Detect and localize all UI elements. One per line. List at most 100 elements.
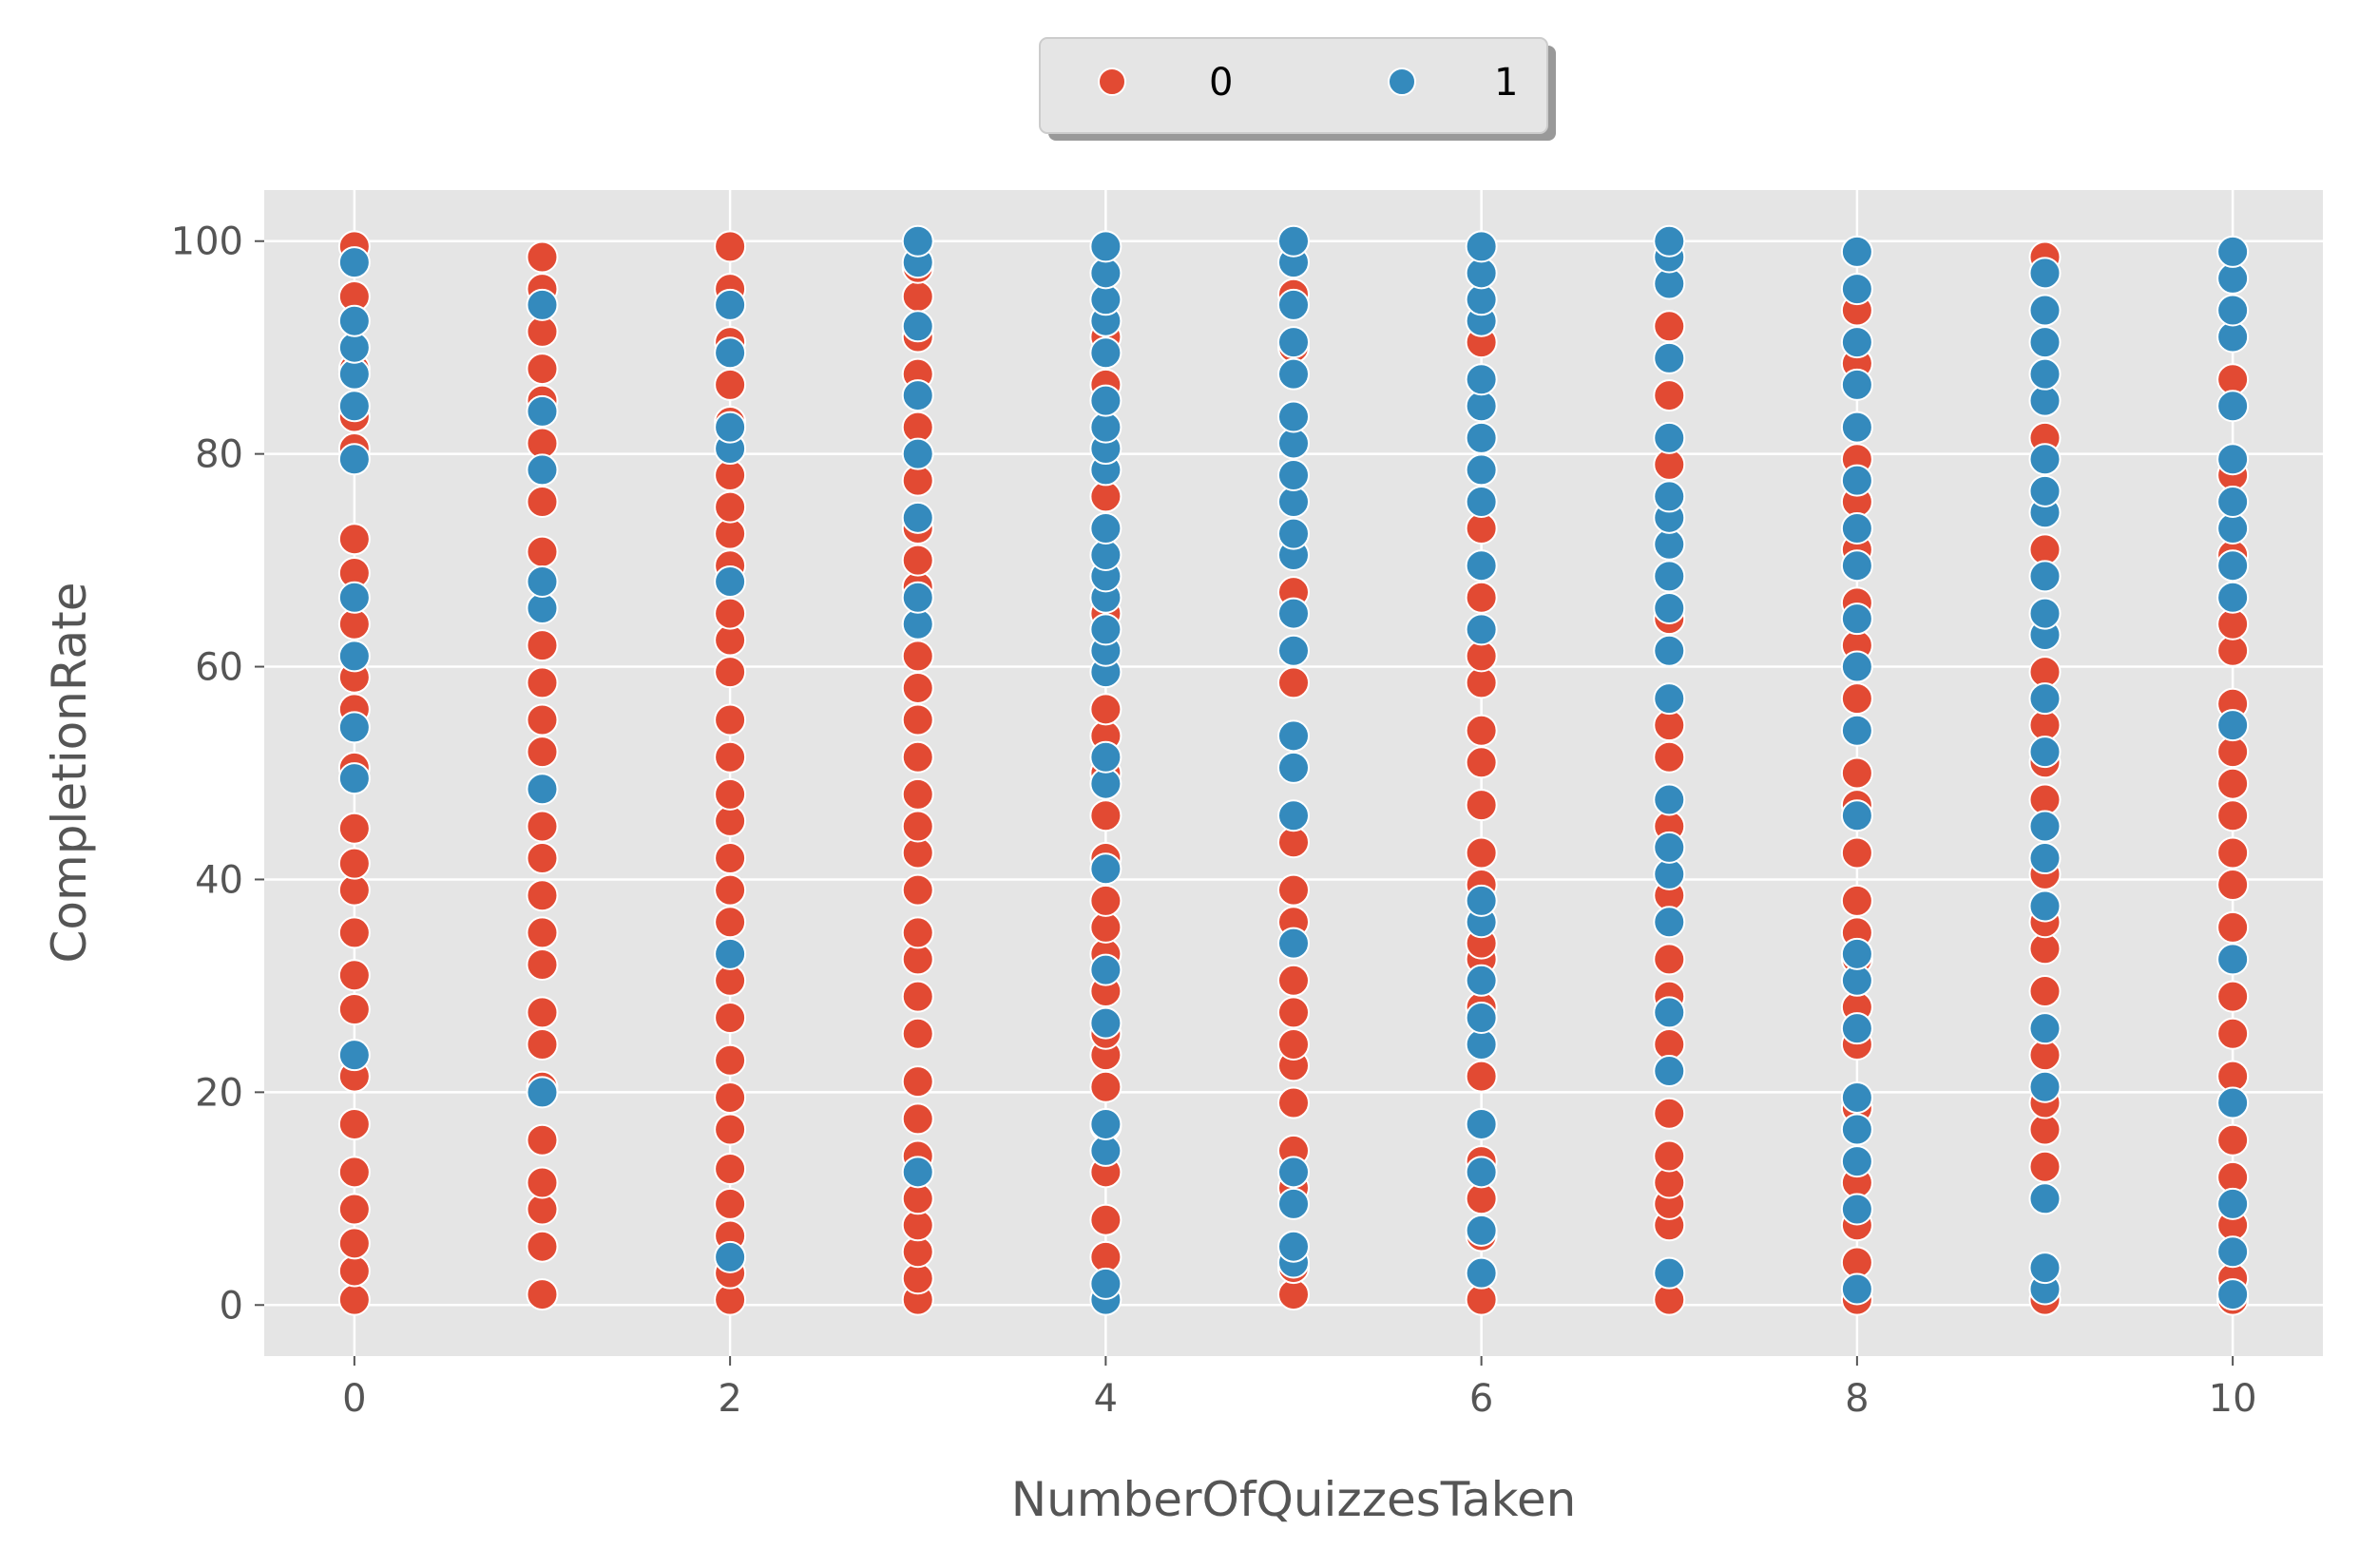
scatter-point-series-1 (2216, 709, 2250, 742)
scatter-point-series-1 (1840, 1145, 1873, 1178)
scatter-point-series-1 (526, 564, 559, 598)
scatter-point-series-0 (714, 1152, 747, 1185)
scatter-point-series-0 (1653, 310, 1686, 343)
scatter-point-series-1 (1089, 1006, 1122, 1040)
scatter-point-series-1 (2028, 326, 2062, 359)
scatter-point-series-1 (1840, 464, 1873, 497)
scatter-point-series-0 (1089, 1070, 1122, 1103)
scatter-point-series-1 (1653, 341, 1686, 374)
scatter-point-series-0 (1840, 682, 1873, 716)
scatter-point-series-1 (1653, 996, 1686, 1029)
scatter-point-series-1 (1465, 1107, 1498, 1140)
x-tick-label: 0 (342, 1377, 366, 1421)
scatter-point-series-1 (2028, 560, 2062, 593)
legend-label-1: 1 (1494, 61, 1518, 105)
scatter-point-series-0 (1089, 884, 1122, 917)
scatter-point-series-0 (901, 544, 934, 577)
scatter-point-series-0 (901, 1102, 934, 1136)
scatter-point-series-1 (1277, 799, 1310, 832)
scatter-point-series-0 (901, 703, 934, 736)
scatter-point-series-1 (714, 1240, 747, 1273)
scatter-point-series-0 (1465, 1060, 1498, 1093)
scatter-point-series-1 (2216, 549, 2250, 583)
scatter-point-series-1 (1840, 235, 1873, 268)
scatter-point-series-0 (901, 1065, 934, 1099)
scatter-point-series-1 (1089, 512, 1122, 545)
scatter-point-series-0 (1840, 884, 1873, 917)
scatter-point-series-1 (1653, 906, 1686, 939)
scatter-point-series-1 (714, 411, 747, 444)
scatter-point-series-1 (1653, 783, 1686, 816)
scatter-point-series-1 (337, 762, 371, 795)
scatter-point-series-1 (2216, 1187, 2250, 1220)
scatter-point-series-1 (526, 773, 559, 806)
scatter-point-series-1 (337, 640, 371, 673)
scatter-point-series-1 (1089, 1267, 1122, 1300)
scatter-point-series-0 (2028, 975, 2062, 1008)
legend-label-0: 0 (1209, 61, 1233, 105)
y-tick-label: 20 (195, 1071, 243, 1115)
scatter-point-series-1 (1840, 1193, 1873, 1226)
scatter-point-series-1 (1653, 560, 1686, 593)
scatter-point-series-1 (2216, 443, 2250, 476)
scatter-point-series-1 (1277, 927, 1310, 960)
scatter-point-series-0 (337, 1283, 371, 1316)
scatter-point-series-1 (1840, 650, 1873, 683)
scatter-point-series-0 (1277, 996, 1310, 1029)
scatter-point-series-1 (1653, 480, 1686, 513)
scatter-point-series-0 (526, 703, 559, 736)
scatter-point-series-1 (714, 564, 747, 598)
scatter-point-series-0 (901, 810, 934, 843)
y-tick-label: 40 (195, 858, 243, 902)
scatter-point-series-0 (1089, 1203, 1122, 1236)
scatter-point-series-0 (1653, 943, 1686, 976)
scatter-point-series-0 (714, 703, 747, 736)
scatter-point-series-0 (714, 1080, 747, 1114)
scatter-point-series-1 (2028, 1252, 2062, 1285)
scatter-point-series-0 (526, 1123, 559, 1157)
scatter-point-series-0 (526, 535, 559, 568)
scatter-point-series-1 (1465, 363, 1498, 396)
scatter-point-series-0 (526, 916, 559, 949)
scatter-point-series-0 (1277, 1086, 1310, 1119)
scatter-point-series-1 (1653, 224, 1686, 258)
scatter-point-series-0 (714, 1043, 747, 1077)
scatter-point-series-1 (1277, 288, 1310, 321)
scatter-point-series-0 (901, 777, 934, 811)
x-axis-ticks: 0 2 4 6 8 10 (342, 1356, 2257, 1421)
scatter-point-series-0 (526, 666, 559, 699)
scatter-point-series-1 (2216, 943, 2250, 976)
scatter-point-series-1 (1089, 852, 1122, 886)
scatter-point-series-0 (337, 959, 371, 992)
scatter-point-series-0 (901, 671, 934, 704)
x-tick-label: 8 (1845, 1377, 1869, 1421)
scatter-point-series-1 (1089, 613, 1122, 646)
scatter-point-series-0 (1089, 799, 1122, 832)
scatter-point-series-1 (2216, 581, 2250, 614)
scatter-point-series-0 (337, 812, 371, 845)
scatter-point-series-1 (2028, 257, 2062, 290)
scatter-point-series-1 (1465, 549, 1498, 583)
scatter-point-series-1 (2028, 357, 2062, 391)
legend-marker-1 (1388, 67, 1416, 96)
scatter-point-series-1 (1277, 400, 1310, 433)
scatter-point-series-1 (1653, 421, 1686, 454)
scatter-point-series-1 (2028, 1070, 2062, 1103)
scatter-point-series-1 (1277, 326, 1310, 359)
x-tick-label: 4 (1094, 1377, 1118, 1421)
scatter-point-series-0 (1653, 740, 1686, 774)
scatter-point-series-1 (1840, 326, 1873, 359)
scatter-point-series-1 (1277, 751, 1310, 784)
legend-box (1039, 37, 1548, 134)
scatter-point-series-0 (2216, 1017, 2250, 1050)
scatter-point-series-1 (1465, 1214, 1498, 1247)
scatter-point-series-0 (714, 230, 747, 263)
scatter-point-series-0 (901, 916, 934, 949)
scatter-point-series-0 (901, 1017, 934, 1050)
scatter-point-series-1 (1465, 421, 1498, 454)
scatter-point-series-1 (526, 394, 559, 428)
scatter-point-series-1 (337, 581, 371, 614)
scatter-point-series-0 (526, 948, 559, 982)
scatter-point-series-0 (901, 640, 934, 673)
scatter-point-series-1 (337, 711, 371, 744)
